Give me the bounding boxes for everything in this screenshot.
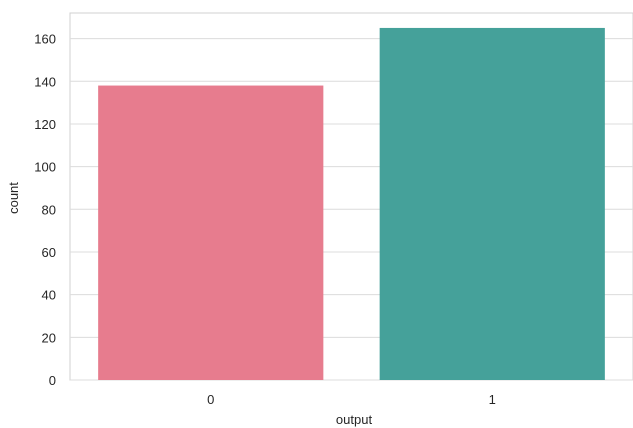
- y-tick-label: 0: [49, 373, 56, 388]
- y-tick-label: 160: [34, 32, 56, 47]
- y-tick-label: 140: [34, 74, 56, 89]
- y-tick-label: 100: [34, 160, 56, 175]
- bar-1: [379, 27, 605, 381]
- y-axis-label: count: [6, 182, 21, 214]
- y-tick-label: 20: [42, 330, 56, 345]
- y-tick-label: 40: [42, 288, 56, 303]
- x-axis-label: output: [336, 412, 373, 427]
- y-tick-label: 120: [34, 117, 56, 132]
- y-axis-ticks: 0 20 40 60 80 100 120 140 160: [34, 32, 56, 388]
- x-tick-label: 1: [489, 392, 496, 407]
- y-tick-label: 80: [42, 202, 56, 217]
- bars: [98, 27, 605, 381]
- x-tick-label: 0: [207, 392, 214, 407]
- bar-0: [98, 85, 324, 380]
- y-tick-label: 60: [42, 245, 56, 260]
